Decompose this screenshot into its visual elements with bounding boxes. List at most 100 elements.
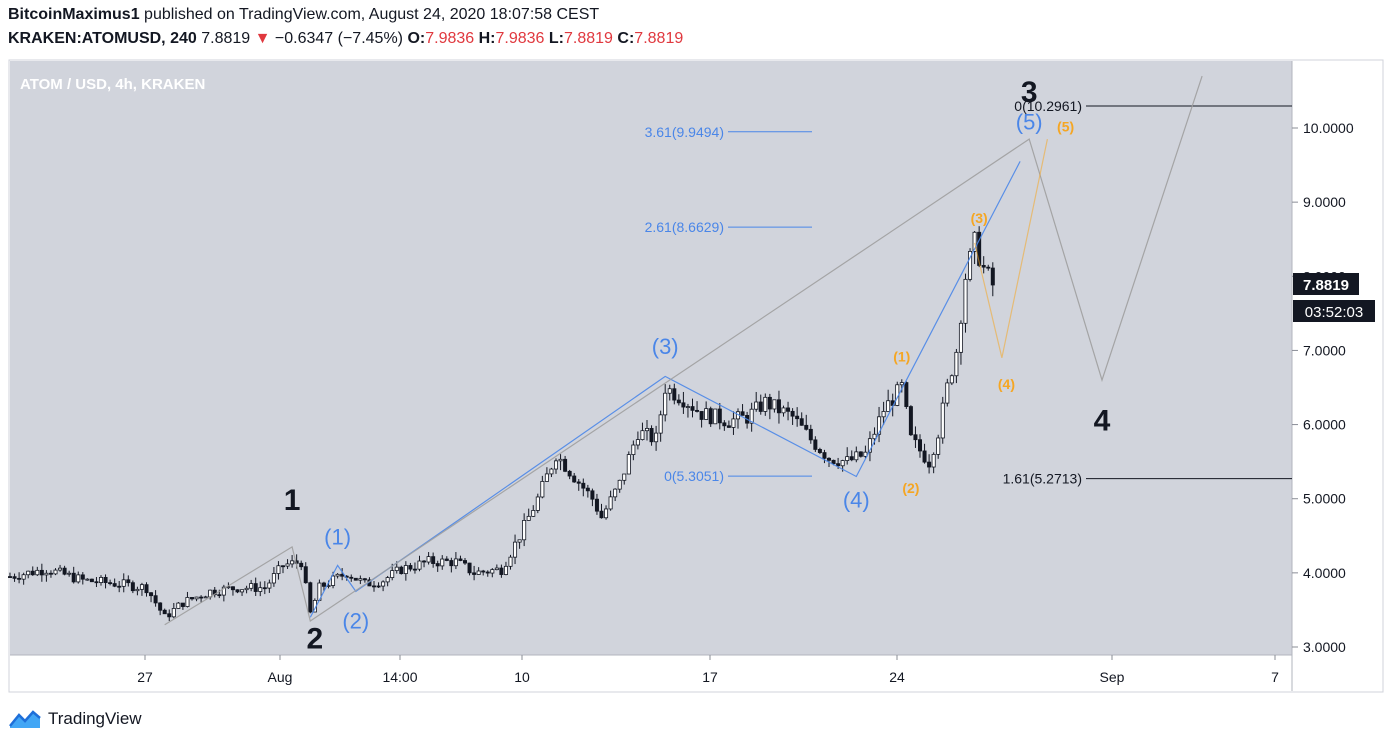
candles <box>7 226 995 622</box>
candle-down <box>449 560 454 567</box>
low-value: 7.8819 <box>564 30 613 47</box>
price-tick-label: 6.0000 <box>1303 417 1346 433</box>
candle-down <box>817 449 822 453</box>
wave-line <box>309 161 1021 618</box>
candle-down <box>585 487 590 492</box>
candle-up <box>67 572 72 575</box>
price-axis[interactable]: 3.00004.00005.00006.00007.00008.00009.00… <box>1292 120 1354 655</box>
candle-down <box>126 579 131 584</box>
wave-label: (5) <box>1016 109 1043 134</box>
time-axis[interactable]: 27 Aug 14:00 10 17 24 Sep 7 <box>137 655 1279 685</box>
candle-down <box>799 418 804 426</box>
wave-label: (4) <box>998 376 1015 392</box>
candle-up <box>221 586 226 596</box>
candle-down <box>340 573 345 577</box>
candle-down <box>813 439 818 450</box>
candle-up <box>508 556 513 567</box>
candle-down <box>740 411 745 416</box>
candle-down <box>153 595 158 604</box>
candle-up <box>554 460 559 470</box>
candle-up <box>276 565 281 574</box>
publish-info: BitcoinMaximus1 published on TradingView… <box>8 6 599 24</box>
candle-down <box>590 490 595 500</box>
candle-down <box>71 572 76 583</box>
countdown-box <box>1293 300 1375 322</box>
wave-label: (2) <box>342 608 369 633</box>
candle-up <box>171 608 176 618</box>
candle-up <box>494 567 499 571</box>
candle-down <box>499 567 504 575</box>
candle-down <box>117 585 122 588</box>
candle-down <box>144 584 149 594</box>
candle-down <box>108 582 113 585</box>
candle-down <box>576 481 581 484</box>
candle-up <box>963 278 968 324</box>
candle-down <box>399 566 404 575</box>
candle-down <box>981 265 986 268</box>
time-tick-label: 7 <box>1271 669 1279 685</box>
open-value: 7.9836 <box>425 30 475 47</box>
candle-up <box>754 401 759 410</box>
candle-down <box>30 570 35 576</box>
close-label: C: <box>617 30 635 47</box>
candle-down <box>12 576 17 579</box>
candle-down <box>299 562 304 568</box>
candle-up <box>290 560 295 565</box>
candle-up <box>704 408 709 420</box>
candle-up <box>558 458 563 462</box>
candle-down <box>435 563 440 567</box>
candle-down <box>918 439 923 452</box>
candle-down <box>808 428 813 441</box>
candle-up <box>654 432 659 443</box>
candle-up <box>617 479 622 490</box>
candle-down <box>371 585 376 588</box>
last-price: 7.8819 <box>201 30 251 47</box>
candle-up <box>513 541 518 558</box>
last-price-box <box>1293 273 1359 295</box>
tradingview-logo[interactable]: TradingView <box>8 708 142 730</box>
candle-down <box>280 565 285 568</box>
candle-up <box>135 588 140 592</box>
candle-down <box>726 425 731 428</box>
low-label: L: <box>548 30 565 47</box>
candle-up <box>176 602 181 609</box>
candle-up <box>335 573 340 577</box>
candle-down <box>908 406 913 436</box>
candle-down <box>162 609 167 615</box>
price-tick-label: 10.0000 <box>1303 120 1354 136</box>
candle-up <box>881 411 886 418</box>
candle-down <box>17 577 22 580</box>
time-tick-label: 14:00 <box>382 669 417 685</box>
candle-down <box>822 452 827 459</box>
candle-up <box>121 579 126 587</box>
candle-down <box>362 578 367 581</box>
plot-area[interactable] <box>10 61 1292 655</box>
candle-up <box>358 578 363 581</box>
wave-label: (3) <box>652 334 679 359</box>
candle-up <box>426 556 431 563</box>
candle-up <box>203 596 208 599</box>
candle-down <box>462 560 467 564</box>
candle-down <box>89 578 94 583</box>
candle-down <box>904 382 909 407</box>
candle-down <box>230 586 235 591</box>
wave-labels: 1 2 3 4 (1) (2) (3) (4) (5) (1) (2) (3) (4) (5) <box>284 76 1111 655</box>
candle-down <box>922 450 927 463</box>
close-value: 7.8819 <box>634 30 684 47</box>
candle-down <box>199 596 204 599</box>
candle-down <box>708 408 713 425</box>
candle-up <box>53 569 58 575</box>
candle-down <box>467 562 472 574</box>
time-tick-label: 24 <box>889 669 905 685</box>
candle-up <box>490 569 495 574</box>
candle-up <box>544 473 549 482</box>
candle-down <box>94 581 99 584</box>
wave-lines <box>164 75 1203 626</box>
candle-down <box>977 231 982 266</box>
candle-down <box>481 570 486 573</box>
candle-down <box>431 556 436 564</box>
candle-up <box>945 382 950 404</box>
candle-up <box>663 392 668 416</box>
fib-level-label: 3.61(9.9494) <box>645 124 724 140</box>
